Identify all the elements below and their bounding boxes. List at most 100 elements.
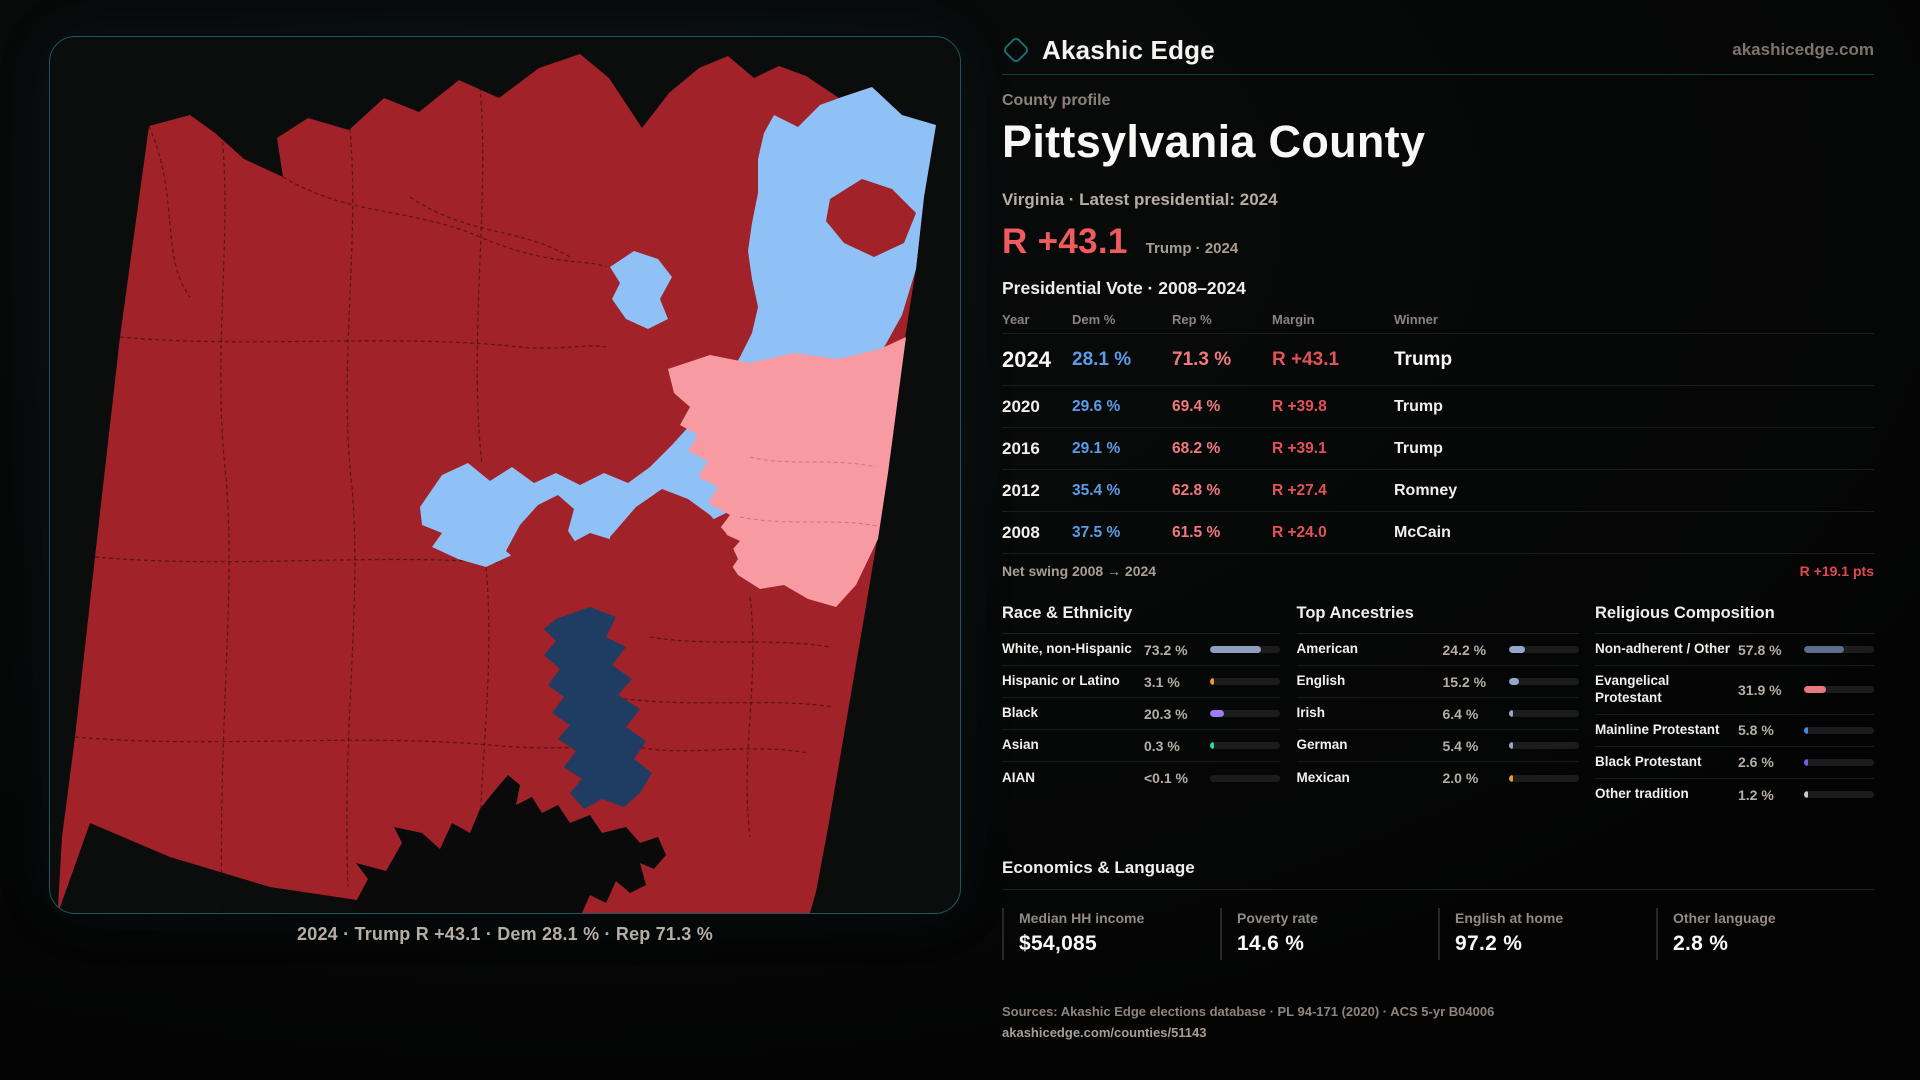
stat-label: English at home bbox=[1455, 910, 1564, 926]
cell-dem-pct: 35.4 % bbox=[1072, 481, 1121, 499]
stat-bar bbox=[1508, 742, 1579, 749]
stat-row: AIAN <0.1 % bbox=[1002, 762, 1280, 794]
county-profile-panel: Akashic Edge akashicedge.com County prof… bbox=[1001, 0, 1874, 1080]
economics-title: Economics & Language bbox=[1002, 858, 1874, 890]
stat-row: English 15.2 % bbox=[1296, 666, 1579, 698]
stat-label: Black bbox=[1002, 705, 1039, 721]
presidential-vote-table: Year Dem % Rep % Margin Winner 2024 28.1… bbox=[1002, 306, 1874, 588]
map-region-navy[interactable] bbox=[544, 607, 652, 809]
headline-margin-block: R +43.1 Trump · 2024 bbox=[1002, 222, 1238, 262]
map-region-red-wedge[interactable] bbox=[610, 489, 738, 585]
stat-label: Mexican bbox=[1296, 769, 1350, 785]
col-header-winner: Winner bbox=[1394, 312, 1438, 327]
map-region-pink[interactable] bbox=[668, 337, 906, 607]
stat-label: AIAN bbox=[1002, 769, 1035, 785]
stat-bar bbox=[1210, 774, 1280, 782]
stat-row: Evangelical Protestant 31.9 % bbox=[1595, 666, 1874, 715]
profile-url-link[interactable]: akashicedge.com/counties/51143 bbox=[1002, 1025, 1207, 1040]
section-race-ethnicity: Race & Ethnicity White, non-Hispanic 73.… bbox=[1002, 604, 1280, 811]
stat-row: Non-adherent / Other 57.8 % bbox=[1595, 634, 1874, 666]
cell-year: 2024 bbox=[1002, 346, 1051, 372]
county-choropleth-map[interactable] bbox=[50, 37, 960, 913]
col-header-year: Year bbox=[1002, 312, 1030, 327]
cell-winner: McCain bbox=[1394, 523, 1451, 541]
stat-row: Asian 0.3 % bbox=[1002, 730, 1280, 762]
county-map-panel[interactable] bbox=[49, 36, 961, 914]
cell-rep-pct: 62.8 % bbox=[1172, 481, 1221, 499]
stat-card: Median HH income $54,085 bbox=[1002, 908, 1220, 960]
stat-value: 3.1 % bbox=[1144, 673, 1180, 690]
brand-site-link[interactable]: akashicedge.com bbox=[1732, 40, 1874, 59]
brand-header: Akashic Edge akashicedge.com bbox=[1001, 30, 1874, 70]
stat-label: Black Protestant bbox=[1595, 753, 1702, 769]
stat-value: 2.6 % bbox=[1738, 754, 1774, 771]
headline-margin-note: Trump · 2024 bbox=[1145, 240, 1239, 257]
cell-margin: R +39.8 bbox=[1272, 397, 1327, 415]
stat-value: 14.6 % bbox=[1237, 932, 1305, 955]
cell-rep-pct: 71.3 % bbox=[1172, 348, 1232, 370]
stat-value: 73.2 % bbox=[1144, 641, 1188, 658]
cell-winner: Trump bbox=[1394, 397, 1443, 415]
brand-name: Akashic Edge bbox=[1042, 34, 1215, 65]
stat-label: Other language bbox=[1673, 910, 1776, 926]
stat-label: White, non-Hispanic bbox=[1002, 641, 1132, 657]
stat-row: White, non-Hispanic 73.2 % bbox=[1002, 634, 1280, 666]
section-title: Top Ancestries bbox=[1296, 604, 1579, 634]
stat-value: 15.2 % bbox=[1442, 673, 1487, 690]
net-swing-row: Net swing 2008 → 2024 R +19.1 pts bbox=[1002, 554, 1874, 588]
vote-table-title: Presidential Vote · 2008–2024 bbox=[1002, 278, 1246, 298]
stat-bar bbox=[1508, 710, 1579, 717]
stat-bar bbox=[1210, 678, 1280, 685]
stat-label: Hispanic or Latino bbox=[1002, 673, 1120, 689]
stat-row: German 5.4 % bbox=[1296, 730, 1579, 762]
stat-label: Median HH income bbox=[1019, 910, 1145, 926]
cell-margin: R +27.4 bbox=[1272, 481, 1327, 499]
stat-card: English at home 97.2 % bbox=[1438, 908, 1656, 960]
stat-bar bbox=[1508, 774, 1579, 782]
stat-value: 2.8 % bbox=[1673, 932, 1729, 955]
cell-winner: Trump bbox=[1394, 348, 1453, 370]
net-swing-label: Net swing 2008 → 2024 bbox=[1002, 563, 1157, 579]
cell-dem-pct: 37.5 % bbox=[1072, 523, 1121, 541]
stat-bar bbox=[1210, 742, 1280, 749]
cell-year: 2012 bbox=[1002, 480, 1040, 500]
stat-bar bbox=[1804, 791, 1874, 799]
stat-value: 6.4 % bbox=[1442, 705, 1479, 722]
cell-margin: R +43.1 bbox=[1272, 348, 1340, 370]
map-region-black-city[interactable] bbox=[350, 775, 666, 913]
stat-card: Other language 2.8 % bbox=[1656, 908, 1874, 960]
page-title: Pittsylvania County bbox=[1002, 116, 1426, 167]
stat-bar bbox=[1210, 710, 1280, 717]
cell-year: 2016 bbox=[1002, 438, 1040, 458]
map-region-red-enclave[interactable] bbox=[826, 179, 916, 257]
stat-row: Other tradition 1.2 % bbox=[1595, 779, 1874, 811]
stat-label: Other tradition bbox=[1595, 786, 1689, 802]
cell-winner: Romney bbox=[1394, 481, 1458, 499]
stat-row: Black 20.3 % bbox=[1002, 698, 1280, 730]
stat-value: 57.8 % bbox=[1738, 641, 1782, 658]
section-title: Race & Ethnicity bbox=[1002, 604, 1280, 634]
col-header-dem: Dem % bbox=[1072, 312, 1116, 327]
stat-label: Mainline Protestant bbox=[1595, 721, 1720, 737]
stat-label: Poverty rate bbox=[1237, 910, 1318, 926]
stat-bar bbox=[1804, 646, 1874, 653]
county-borders bbox=[74, 86, 835, 913]
stat-row: Irish 6.4 % bbox=[1296, 698, 1579, 730]
table-row: 2020 29.6 % 69.4 % R +39.8 Trump bbox=[1002, 386, 1874, 428]
stat-bar bbox=[1508, 646, 1579, 653]
stat-label: American bbox=[1296, 641, 1359, 657]
economics-stats-row: Median HH income $54,085 Poverty rate 14… bbox=[1002, 908, 1874, 960]
cell-rep-pct: 69.4 % bbox=[1172, 397, 1221, 415]
stat-label: Irish bbox=[1296, 705, 1326, 721]
map-region-blue-small[interactable] bbox=[610, 251, 672, 329]
cell-dem-pct: 28.1 % bbox=[1072, 348, 1132, 370]
stat-value: 5.8 % bbox=[1738, 722, 1774, 739]
map-region-red-peninsula[interactable] bbox=[506, 495, 580, 565]
kicker-label: County profile bbox=[1002, 92, 1111, 109]
table-header-row: Year Dem % Rep % Margin Winner bbox=[1002, 306, 1874, 334]
stat-row: American 24.2 % bbox=[1296, 634, 1579, 666]
stat-row: Hispanic or Latino 3.1 % bbox=[1002, 666, 1280, 698]
section-title: Religious Composition bbox=[1595, 604, 1874, 634]
stat-value: 97.2 % bbox=[1455, 932, 1523, 955]
cell-margin: R +24.0 bbox=[1272, 523, 1327, 541]
